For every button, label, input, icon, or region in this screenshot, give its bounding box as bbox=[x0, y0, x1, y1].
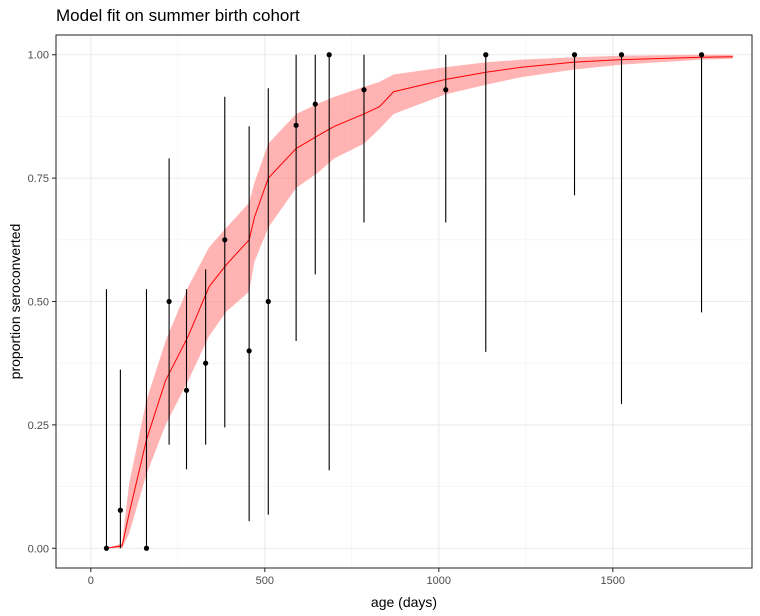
y-tick-label: 0.50 bbox=[28, 297, 49, 309]
data-point bbox=[117, 507, 123, 513]
data-point bbox=[361, 87, 367, 93]
data-point bbox=[326, 52, 332, 58]
data-point bbox=[143, 545, 150, 551]
data-point bbox=[103, 545, 110, 551]
data-point bbox=[618, 52, 625, 58]
y-tick-label: 0.00 bbox=[28, 543, 49, 555]
x-tick-label: 1000 bbox=[427, 575, 451, 587]
chart-title: Model fit on summer birth cohort bbox=[56, 6, 300, 25]
data-point bbox=[571, 52, 578, 58]
fit-line bbox=[106, 56, 733, 549]
x-tick-label: 1500 bbox=[601, 575, 625, 587]
x-tick-label: 0 bbox=[88, 575, 94, 587]
x-axis-title: age (days) bbox=[371, 594, 437, 610]
data-point bbox=[483, 52, 489, 58]
data-point bbox=[203, 360, 209, 366]
data-point bbox=[443, 87, 449, 93]
y-tick-label: 1.00 bbox=[28, 50, 49, 62]
data-point bbox=[222, 237, 228, 243]
data-point bbox=[293, 122, 299, 128]
x-tick-label: 500 bbox=[256, 575, 274, 587]
data-point bbox=[166, 298, 172, 305]
y-tick-label: 0.75 bbox=[28, 173, 49, 185]
confidence-ribbon bbox=[106, 54, 733, 549]
data-point bbox=[246, 348, 252, 354]
y-tick-label: 0.25 bbox=[28, 420, 49, 432]
data-point bbox=[183, 387, 190, 393]
data-point bbox=[698, 52, 705, 58]
data-point bbox=[312, 101, 318, 107]
data-point bbox=[265, 298, 271, 305]
y-axis-title: proportion seroconverted bbox=[7, 224, 23, 380]
